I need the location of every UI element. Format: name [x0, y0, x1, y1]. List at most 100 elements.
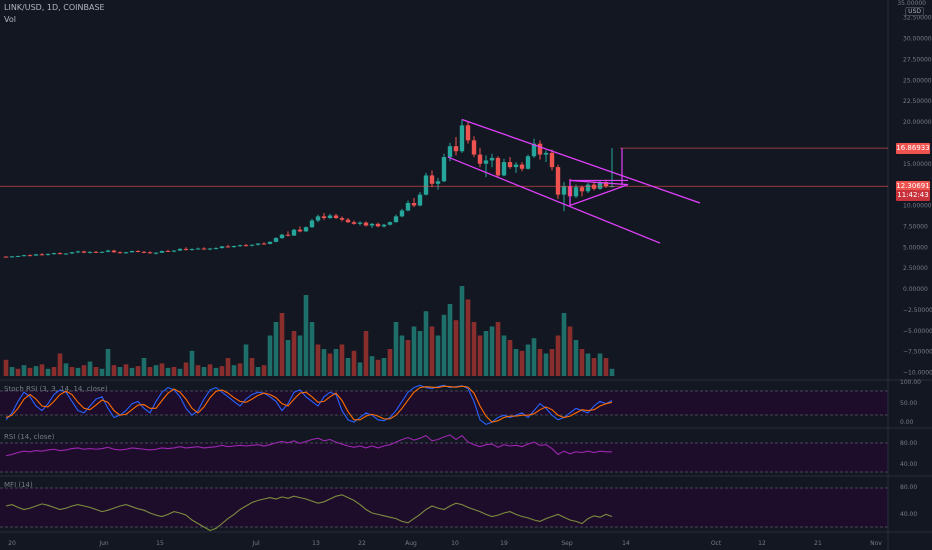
volume-bar — [435, 335, 441, 376]
volume-bar — [309, 322, 315, 376]
rsi-label[interactable]: RSI (14, close) — [4, 433, 55, 441]
volume-bar — [147, 367, 153, 376]
volume-bar — [399, 335, 405, 376]
price-tick-15: −10.00000 — [903, 370, 932, 377]
indicator-tick-2-1: 40.00 — [900, 511, 917, 518]
volume-bar — [3, 359, 9, 376]
price-tick-14: −7.50000 — [903, 349, 932, 356]
volume-bar — [51, 367, 57, 376]
candle-body — [123, 252, 129, 254]
volume-bar — [153, 365, 159, 376]
price-tick-2: 27.50000 — [903, 56, 932, 63]
candle-body — [339, 218, 345, 220]
candle-body — [231, 245, 237, 247]
candle-body — [9, 256, 15, 258]
candle-body — [333, 215, 339, 219]
volume-bar — [597, 353, 603, 376]
volume-bar — [357, 362, 363, 376]
volume-bar — [531, 338, 537, 376]
candle-body — [597, 182, 603, 189]
candle-body — [159, 251, 165, 253]
candle-body — [525, 156, 531, 169]
stoch-line-0 — [5, 384, 613, 426]
volume-bar — [375, 359, 381, 376]
volume-bar — [363, 331, 369, 376]
volume-bar — [423, 311, 429, 376]
candle-body — [225, 246, 231, 248]
volume-bar — [339, 344, 345, 376]
volume-bar — [279, 313, 285, 376]
stoch-rsi-label[interactable]: Stoch RSI (3, 3, 14, 14, close) — [4, 385, 108, 393]
candle-body — [291, 229, 297, 236]
candle-body — [189, 248, 195, 250]
volume-bar — [87, 361, 93, 376]
volume-bar — [303, 295, 309, 376]
candle-body — [201, 248, 207, 250]
volume-bar — [237, 363, 243, 376]
currency-badge[interactable]: USD — [905, 7, 924, 16]
price-label-0: 16.86933 — [896, 142, 930, 154]
volume-bar — [249, 358, 255, 376]
volume-bar — [525, 344, 531, 376]
indicator-tick-0-0: 100.00 — [900, 379, 921, 386]
mfi-line-0 — [5, 494, 613, 532]
top-price-tick: 35.00000 — [897, 0, 926, 7]
indicator-tick-1-0: 80.00 — [900, 440, 917, 447]
volume-bar — [141, 358, 147, 376]
candle-body — [33, 254, 39, 256]
volume-bar — [483, 331, 489, 376]
volume-bar — [567, 326, 573, 376]
candle-body — [21, 255, 27, 257]
time-tick-11: Oct — [711, 540, 722, 547]
candle-body — [495, 157, 501, 176]
candle-body — [417, 194, 423, 206]
candle-body — [405, 202, 411, 211]
volume-bar — [453, 320, 459, 376]
volume-bar — [513, 349, 519, 376]
volume-bar — [291, 331, 297, 376]
candle-body — [177, 248, 183, 251]
volume-bar — [201, 367, 207, 376]
candle-body — [471, 140, 477, 155]
candle-body — [435, 181, 441, 184]
candle-body — [297, 229, 303, 232]
volume-bar — [189, 350, 195, 376]
volume-bar — [81, 365, 87, 376]
volume-bar — [75, 367, 81, 376]
mfi-band — [0, 488, 888, 527]
volume-bar — [39, 364, 45, 376]
time-tick-6: Aug — [405, 540, 417, 547]
symbol-title[interactable]: LINK/USD, 1D, COINBASE — [4, 3, 105, 12]
candle-body — [165, 251, 171, 253]
volume-bar — [561, 313, 567, 376]
mfi-label[interactable]: MFI (14) — [4, 481, 33, 489]
candle-body — [27, 255, 33, 257]
candle-body — [261, 243, 267, 245]
candle-body — [153, 252, 159, 254]
candle-body — [549, 152, 555, 168]
volume-bar — [345, 358, 351, 376]
candle-body — [183, 248, 189, 250]
volume-bar — [57, 353, 63, 376]
price-tick-5: 20.00000 — [903, 119, 932, 126]
candle-body — [513, 164, 519, 168]
candle-body — [237, 245, 243, 247]
volume-bar — [171, 367, 177, 376]
volume-bar — [15, 368, 21, 376]
candle-body — [351, 222, 357, 224]
candle-body — [105, 250, 111, 252]
candle-body — [561, 186, 567, 195]
time-tick-0: 20 — [8, 540, 16, 547]
volume-legend: Vol — [4, 15, 16, 24]
candle-body — [243, 245, 249, 247]
volume-bar — [555, 335, 561, 376]
volume-bar — [459, 286, 465, 376]
price-label-2: 11:42:43 — [896, 189, 930, 201]
price-tick-6: 15.00000 — [903, 161, 932, 168]
volume-bar — [33, 366, 39, 376]
volume-bar — [477, 335, 483, 376]
candle-body — [63, 253, 69, 255]
candle-body — [321, 216, 327, 219]
candle-body — [279, 234, 285, 239]
